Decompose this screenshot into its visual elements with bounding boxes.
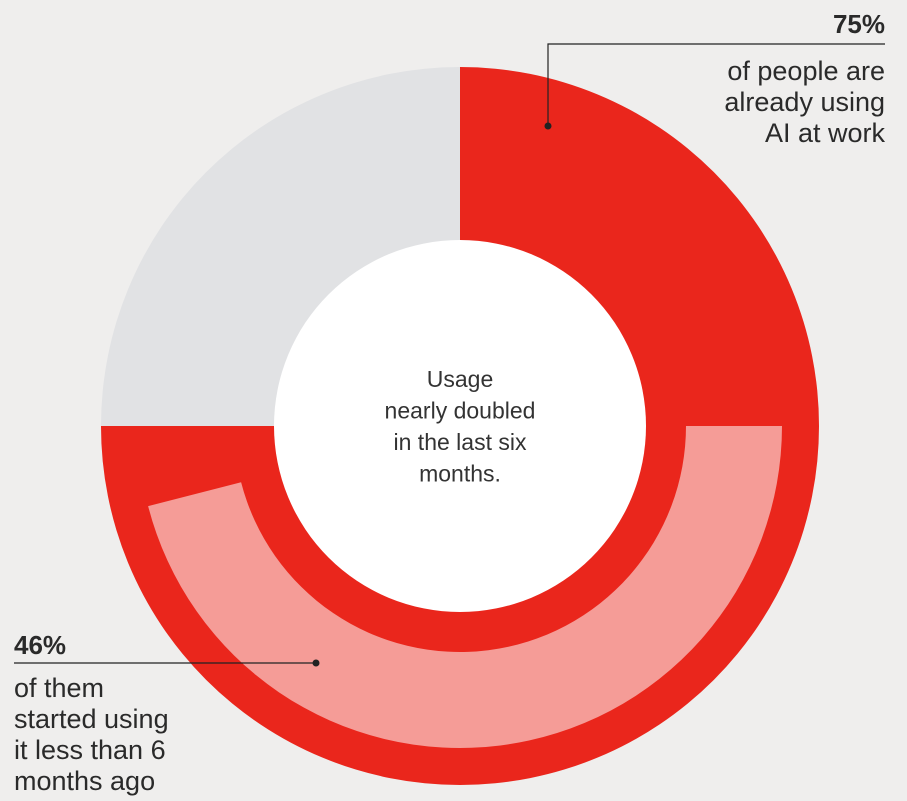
annotation-text: started using (14, 704, 169, 734)
annotation-text: months ago (14, 766, 155, 796)
annotation-text: of people are (727, 56, 885, 86)
center-text: nearly doubled (385, 398, 536, 424)
donut-segment (148, 426, 783, 748)
annotation-text: it less than 6 (14, 735, 166, 765)
annotation-text: of them (14, 673, 104, 703)
value-label: 75% (833, 9, 885, 39)
annotation-text: already using (724, 87, 885, 117)
center-text: in the last six (394, 429, 527, 455)
leader-dot (544, 122, 552, 130)
center-text: months. (419, 461, 501, 487)
center-text: Usage (427, 366, 493, 392)
leader-line (547, 43, 885, 126)
leader-dot (312, 659, 320, 667)
donut-hole (274, 240, 646, 612)
value-label: 46% (14, 630, 66, 660)
annotation-text: AI at work (765, 118, 886, 148)
